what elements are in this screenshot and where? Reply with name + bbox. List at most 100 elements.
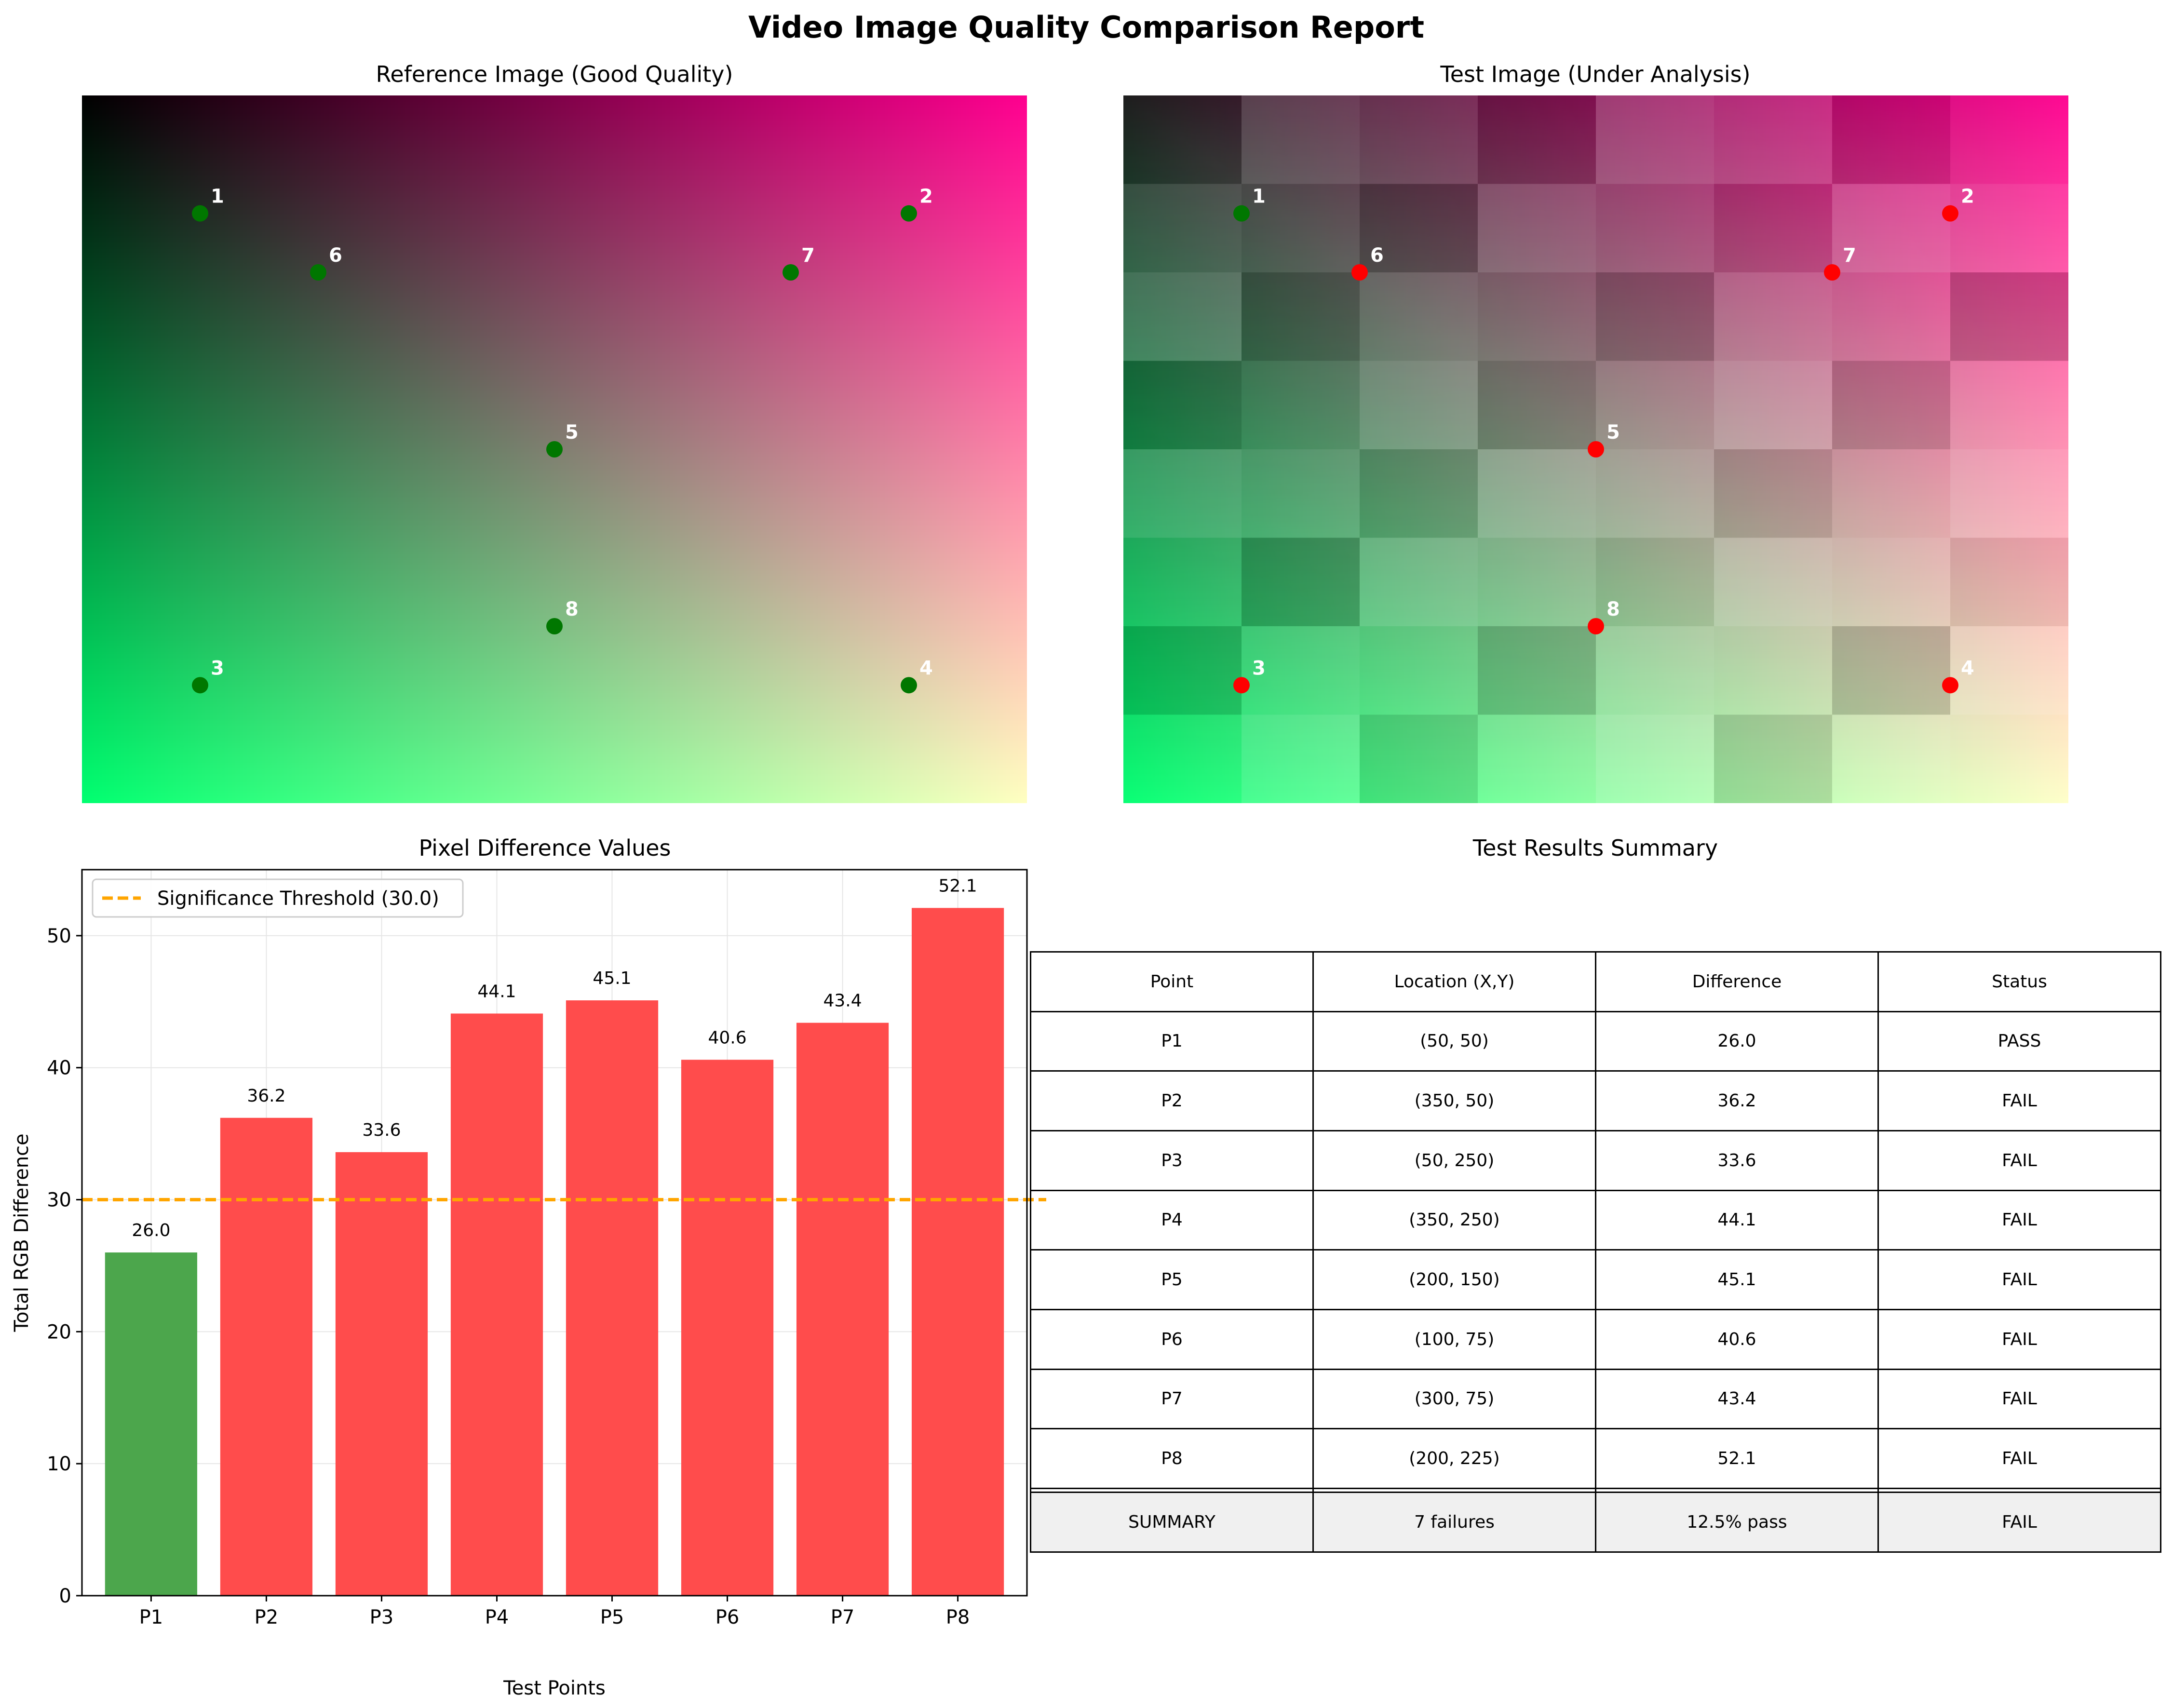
test-markers: 1 2 3 4 5 6 7 8 (1233, 186, 1974, 694)
summary-cell: 7 failures (1312, 1492, 1596, 1553)
y-tick-label: 40 (47, 1057, 71, 1079)
x-tick-label: P8 (946, 1606, 970, 1628)
point-label-4: 4 (1961, 657, 1974, 679)
y-axis-label: Total RGB Difference (11, 1133, 33, 1332)
table-header-cell: Location (X,Y) (1312, 951, 1596, 1012)
summary-cell: FAIL (1877, 1492, 2161, 1553)
bar-value-label: 45.1 (593, 968, 631, 988)
table-cell: (300, 75) (1312, 1368, 1596, 1430)
results-table: Point Location (X,Y) Difference Status P… (1030, 951, 2161, 1553)
table-cell: (200, 225) (1312, 1428, 1596, 1489)
table-cell: 33.6 (1595, 1130, 1879, 1191)
bar-P1 (105, 1252, 198, 1596)
point-marker-4 (901, 677, 917, 694)
test-image: 1 2 3 4 5 6 7 8 (1123, 95, 2068, 803)
figure-title: Video Image Quality Comparison Report (748, 10, 1424, 45)
point-marker-1 (192, 205, 208, 222)
y-tick-label: 10 (47, 1453, 71, 1475)
bar-P7 (796, 1022, 889, 1596)
bar-chart-frame (81, 869, 1028, 1597)
point-label-5: 5 (1606, 421, 1620, 444)
table-header-cell: Point (1030, 951, 1314, 1012)
x-tick-label: P2 (255, 1606, 279, 1628)
x-tick-label: P5 (600, 1606, 624, 1628)
point-marker-4 (1942, 677, 1958, 694)
table-row: P4 (350, 250) 44.1 FAIL (1030, 1189, 2161, 1251)
table-cell: (350, 50) (1312, 1070, 1596, 1131)
bar-chart-value-labels: 26.0 36.2 33.6 44.1 45.1 40.6 43.4 52.1 (132, 876, 977, 1240)
bar-P6 (681, 1060, 774, 1596)
point-label-1: 1 (1252, 186, 1266, 208)
table-cell: P4 (1030, 1189, 1314, 1251)
x-tick-label: P1 (139, 1606, 163, 1628)
x-tick-label: P6 (715, 1606, 740, 1628)
table-cell: (50, 250) (1312, 1130, 1596, 1191)
table-spacer-row (1030, 1487, 2161, 1493)
x-tick-label: P4 (485, 1606, 509, 1628)
point-marker-8 (1588, 618, 1604, 634)
table-cell: FAIL (1877, 1070, 2161, 1131)
bar-value-label: 43.4 (823, 991, 862, 1011)
y-tick-labels: 0 10 20 30 40 50 (47, 925, 82, 1607)
point-marker-5 (1588, 441, 1604, 457)
point-label-4: 4 (919, 657, 933, 679)
table-row: P6 (100, 75) 40.6 FAIL (1030, 1308, 2161, 1370)
table-header-cell: Difference (1595, 951, 1879, 1012)
table-cell: 43.4 (1595, 1368, 1879, 1430)
point-label-6: 6 (329, 244, 342, 267)
point-marker-1 (1233, 205, 1250, 222)
point-label-3: 3 (1252, 657, 1266, 679)
x-axis-label: Test Points (503, 1677, 606, 1699)
summary-cell: 12.5% pass (1595, 1492, 1879, 1553)
point-marker-7 (783, 264, 799, 281)
chart-legend: Significance Threshold (30.0) (92, 878, 464, 918)
point-marker-6 (1351, 264, 1368, 281)
table-cell (1312, 1487, 1596, 1493)
legend-threshold-label: Significance Threshold (30.0) (157, 888, 439, 910)
table-cell: 44.1 (1595, 1189, 1879, 1251)
summary-cell: SUMMARY (1030, 1492, 1314, 1553)
table-cell: 36.2 (1595, 1070, 1879, 1131)
y-tick-label: 0 (59, 1585, 71, 1607)
point-marker-5 (546, 441, 563, 457)
bar-value-label: 36.2 (247, 1086, 285, 1106)
point-marker-6 (310, 264, 326, 281)
table-cell: FAIL (1877, 1189, 2161, 1251)
table-cell: (350, 250) (1312, 1189, 1596, 1251)
table-cell (1030, 1487, 1314, 1493)
bar-P4 (450, 1013, 543, 1596)
y-tick-label: 20 (47, 1321, 71, 1343)
table-cell: P5 (1030, 1249, 1314, 1310)
point-label-2: 2 (1961, 186, 1974, 208)
bar-chart: 26.036.233.644.145.140.643.452.1 P1 P2 P3 P… (11, 869, 1046, 1699)
table-row: P2 (350, 50) 36.2 FAIL (1030, 1070, 2161, 1131)
table-cell: P1 (1030, 1010, 1314, 1072)
reference-markers: 1 2 3 4 5 6 7 8 (192, 186, 933, 694)
table-cell (1877, 1487, 2161, 1493)
point-marker-7 (1824, 264, 1840, 281)
y-tick-label: 50 (47, 925, 71, 947)
point-marker-3 (1233, 677, 1250, 694)
x-tick-label: P7 (831, 1606, 855, 1628)
table-cell: FAIL (1877, 1308, 2161, 1370)
table-cell: 40.6 (1595, 1308, 1879, 1370)
table-cell: P2 (1030, 1070, 1314, 1131)
table-cell: (200, 150) (1312, 1249, 1596, 1310)
test-panel-title: Test Image (Under Analysis) (1440, 61, 1750, 87)
bar-chart-bars (105, 908, 1004, 1596)
y-tick-label: 30 (47, 1189, 71, 1211)
bar-value-label: 26.0 (132, 1221, 170, 1240)
bar-P2 (220, 1117, 313, 1596)
summary-panel-title: Test Results Summary (1472, 835, 1718, 861)
point-label-2: 2 (919, 186, 933, 208)
table-cell: P8 (1030, 1428, 1314, 1489)
point-label-3: 3 (211, 657, 224, 679)
bar-panel-title: Pixel Difference Values (418, 835, 671, 861)
table-row: P5 (200, 150) 45.1 FAIL (1030, 1249, 2161, 1310)
table-header-row: Point Location (X,Y) Difference Status (1030, 951, 2161, 1012)
bar-P5 (566, 1000, 659, 1596)
legend-box (92, 878, 464, 918)
reference-panel-title: Reference Image (Good Quality) (376, 61, 733, 87)
bar-value-label: 52.1 (939, 876, 977, 896)
table-cell: FAIL (1877, 1428, 2161, 1489)
